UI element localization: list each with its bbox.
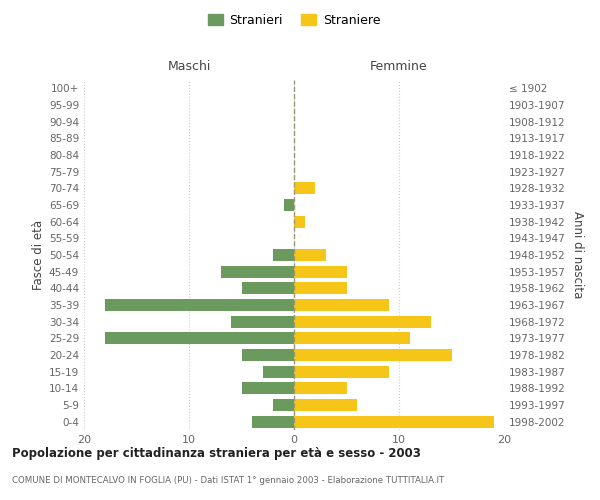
Text: Popolazione per cittadinanza straniera per età e sesso - 2003: Popolazione per cittadinanza straniera p… xyxy=(12,448,421,460)
Legend: Stranieri, Straniere: Stranieri, Straniere xyxy=(203,8,385,32)
Bar xyxy=(294,366,389,378)
Y-axis label: Anni di nascita: Anni di nascita xyxy=(571,212,584,298)
Bar xyxy=(294,282,347,294)
Bar xyxy=(294,249,325,261)
Bar xyxy=(105,332,294,344)
Bar xyxy=(294,349,452,361)
Text: COMUNE DI MONTECALVO IN FOGLIA (PU) - Dati ISTAT 1° gennaio 2003 - Elaborazione : COMUNE DI MONTECALVO IN FOGLIA (PU) - Da… xyxy=(12,476,444,485)
Bar xyxy=(294,382,347,394)
Y-axis label: Fasce di età: Fasce di età xyxy=(32,220,45,290)
Bar xyxy=(252,416,294,428)
Bar xyxy=(221,266,294,278)
Text: Maschi: Maschi xyxy=(167,60,211,72)
Bar xyxy=(294,332,409,344)
Bar xyxy=(241,382,294,394)
Bar xyxy=(294,216,305,228)
Bar xyxy=(273,249,294,261)
Text: Femmine: Femmine xyxy=(370,60,428,72)
Bar xyxy=(294,399,357,411)
Bar xyxy=(241,282,294,294)
Bar xyxy=(231,316,294,328)
Bar xyxy=(284,199,294,211)
Bar xyxy=(241,349,294,361)
Bar xyxy=(294,266,347,278)
Bar xyxy=(294,316,431,328)
Bar xyxy=(263,366,294,378)
Bar xyxy=(294,299,389,311)
Bar xyxy=(105,299,294,311)
Bar xyxy=(294,182,315,194)
Bar xyxy=(294,416,493,428)
Bar xyxy=(273,399,294,411)
